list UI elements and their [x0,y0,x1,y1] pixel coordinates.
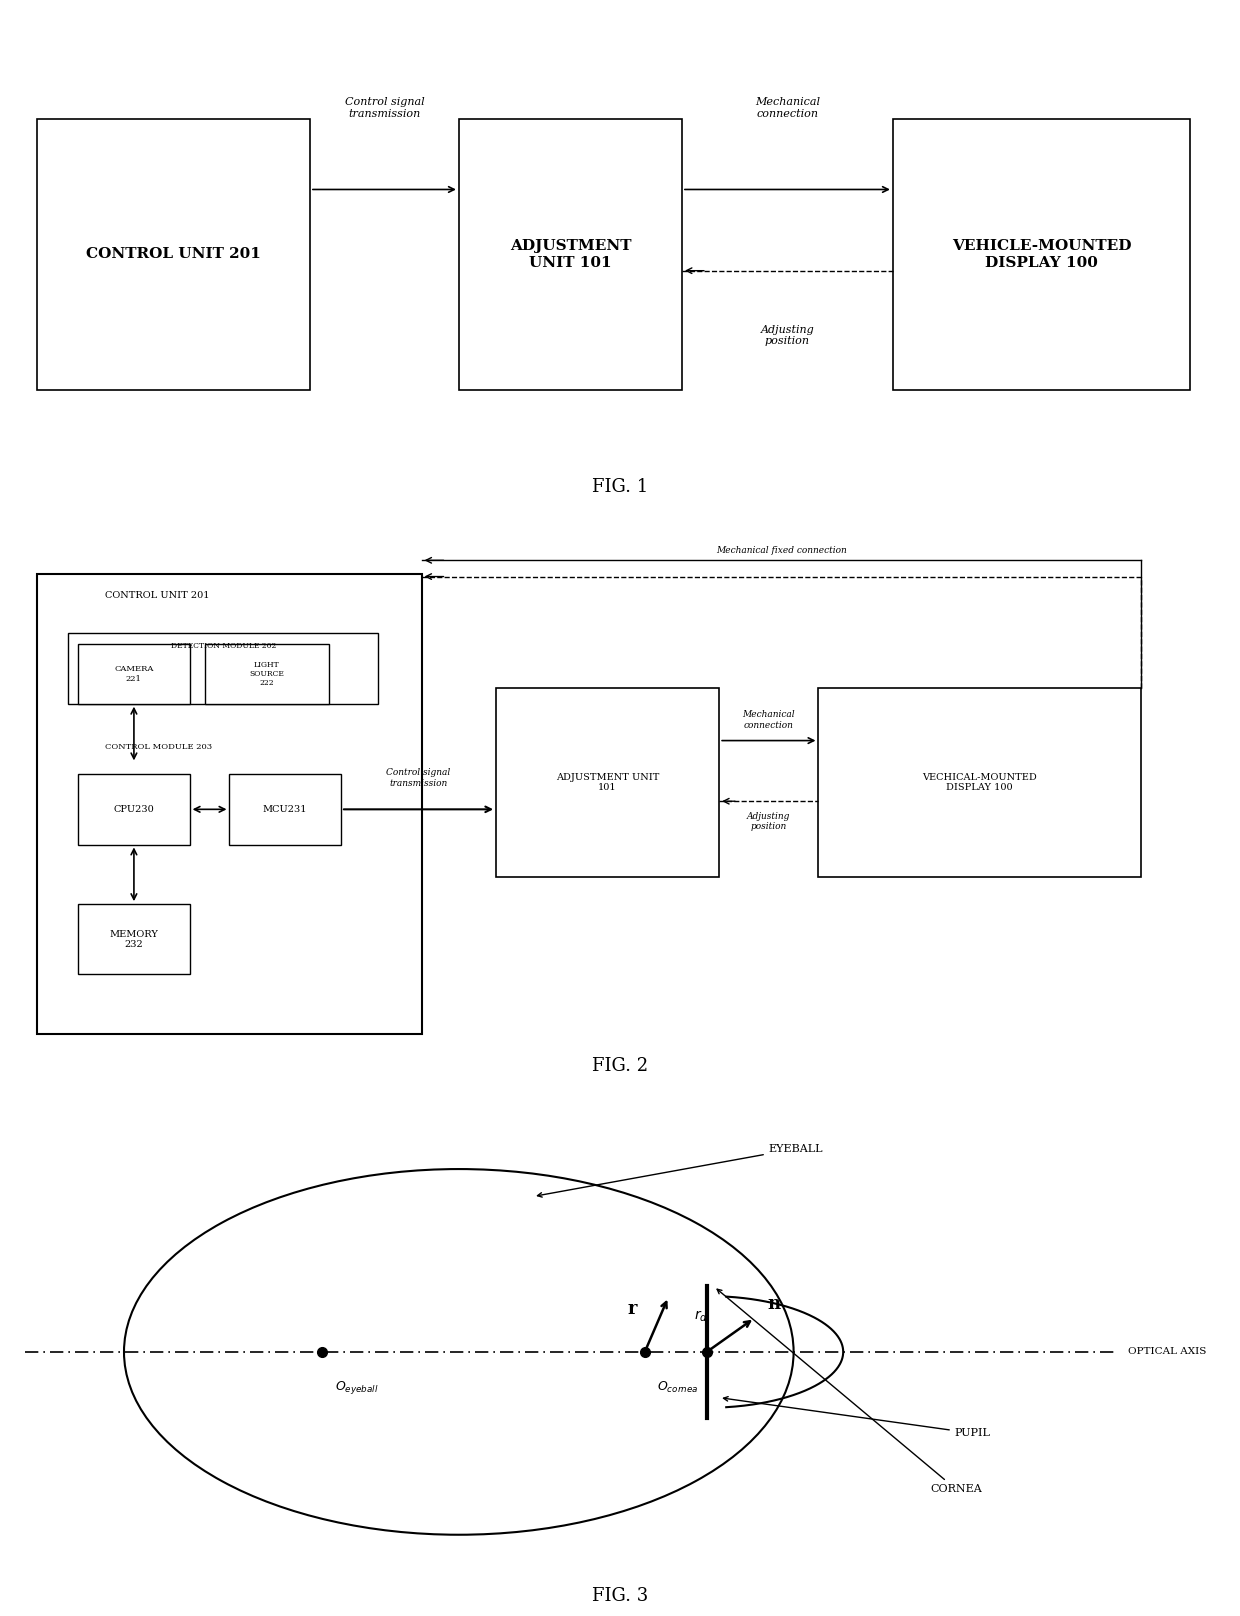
Bar [818,687,1141,877]
Text: CONTROL UNIT 201: CONTROL UNIT 201 [86,247,262,262]
Text: r: r [627,1301,637,1319]
Text: LIGHT
SOURCE
222: LIGHT SOURCE 222 [249,661,284,687]
Text: $O_{cornea}$: $O_{cornea}$ [657,1380,698,1395]
Bar [459,120,682,389]
Text: MCU231: MCU231 [263,805,308,814]
Text: Mechanical fixed connection: Mechanical fixed connection [715,546,847,554]
Text: Mechanical
connection: Mechanical connection [755,97,820,120]
Text: VEHICLE-MOUNTED
DISPLAY 100: VEHICLE-MOUNTED DISPLAY 100 [952,239,1131,270]
Ellipse shape [124,1168,794,1535]
Text: VECHICAL-MOUNTED
DISPLAY 100: VECHICAL-MOUNTED DISPLAY 100 [923,772,1037,792]
Text: FIG. 2: FIG. 2 [591,1057,649,1076]
Text: Adjusting
position: Adjusting position [760,325,815,346]
Text: CORNEA: CORNEA [717,1290,982,1495]
Text: n: n [766,1294,780,1312]
Text: OPTICAL AXIS: OPTICAL AXIS [1128,1348,1207,1356]
Bar [205,645,329,705]
Text: ADJUSTMENT UNIT
101: ADJUSTMENT UNIT 101 [556,772,660,792]
Text: FIG. 3: FIG. 3 [591,1587,649,1605]
Text: $r_d$: $r_d$ [693,1309,708,1324]
Bar [78,903,190,974]
Text: MEMORY
232: MEMORY 232 [109,929,159,949]
Text: CONTROL UNIT 201: CONTROL UNIT 201 [105,591,210,600]
Text: EYEBALL: EYEBALL [537,1144,823,1197]
Bar [229,774,341,845]
Text: Mechanical
connection: Mechanical connection [743,711,795,730]
Text: CPU230: CPU230 [114,805,154,814]
Text: Control signal
transmission: Control signal transmission [345,97,424,120]
Text: CONTROL MODULE 203: CONTROL MODULE 203 [105,743,212,751]
Bar [496,687,719,877]
Text: CAMERA
221: CAMERA 221 [114,666,154,682]
Text: $O_{eyeball}$: $O_{eyeball}$ [335,1378,378,1396]
Bar [68,633,378,705]
Bar [893,120,1190,389]
Text: ADJUSTMENT
UNIT 101: ADJUSTMENT UNIT 101 [510,239,631,270]
Text: PUPIL: PUPIL [723,1396,991,1438]
Text: Control signal
transmission: Control signal transmission [387,768,450,787]
Text: Adjusting
position: Adjusting position [748,811,790,832]
Text: FIG. 1: FIG. 1 [591,478,649,496]
Bar [37,574,422,1034]
Bar [78,774,190,845]
Bar [78,645,190,705]
Bar [37,120,310,389]
Text: DETECTION MODULE 202: DETECTION MODULE 202 [171,642,275,650]
